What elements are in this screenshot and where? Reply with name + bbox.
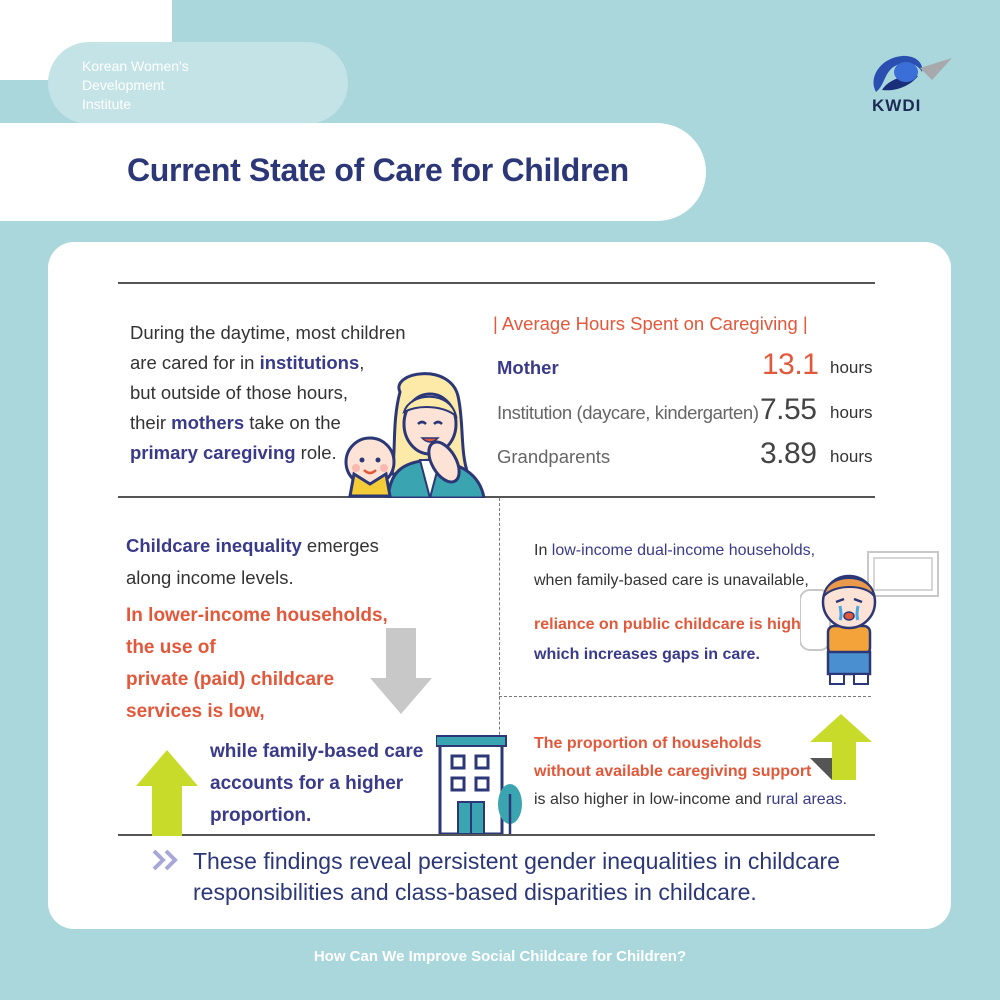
hours-row-institution-label: Institution (daycare, kindergarten)	[497, 402, 759, 423]
divider-middle	[118, 496, 875, 498]
org-pill	[48, 42, 348, 124]
hours-row-institution-value: 7.55	[760, 393, 817, 426]
up-arrow-icon	[810, 714, 872, 780]
lower-income-text: In lower-income households, the use of p…	[126, 605, 388, 722]
hours-row-grandparents-unit: hours	[830, 447, 873, 466]
divider-dotted-horizontal	[499, 696, 871, 697]
footer-question: How Can We Improve Social Childcare for …	[313, 948, 687, 965]
building-icon	[436, 735, 522, 834]
hours-row-mother-label: Mother	[497, 357, 559, 378]
up-arrow-icon	[136, 750, 198, 836]
crying-child-illustration	[800, 551, 939, 685]
title-bar	[0, 123, 706, 221]
logo-text: KWDI	[872, 96, 922, 115]
hours-row-mother-unit: hours	[830, 358, 873, 377]
hours-row-mother-value: 13.1	[762, 348, 819, 381]
divider-bottom	[118, 834, 875, 836]
page-title: Current State of Care for Children	[127, 152, 629, 188]
down-arrow-icon	[370, 628, 432, 714]
findings-text: These findings reveal persistent gender …	[193, 848, 840, 905]
double-chevron-icon	[152, 849, 178, 871]
divider-dotted-vertical	[499, 498, 500, 834]
family-care-text: while family-based care accounts for a h…	[210, 741, 424, 826]
support-text: The proportion of households without ava…	[534, 735, 848, 808]
reliance-text: reliance on public childcare is high, wh…	[534, 616, 806, 663]
kwdi-logo-icon	[873, 55, 952, 92]
divider-top	[118, 282, 875, 284]
org-name: Korean Women's Development Institute	[82, 58, 189, 112]
hours-row-grandparents-value: 3.89	[760, 437, 817, 470]
low-income-dual-text: In low-income dual-income households, wh…	[534, 542, 816, 589]
intro-text: During the daytime, most children are ca…	[130, 322, 406, 463]
hours-row-institution-unit: hours	[830, 403, 873, 422]
hours-row-grandparents-label: Grandparents	[497, 446, 611, 467]
inequality-text: Childcare inequality emerges along incom…	[126, 535, 379, 588]
hours-title: | Average Hours Spent on Caregiving |	[493, 313, 808, 334]
mother-baby-illustration	[344, 372, 486, 498]
